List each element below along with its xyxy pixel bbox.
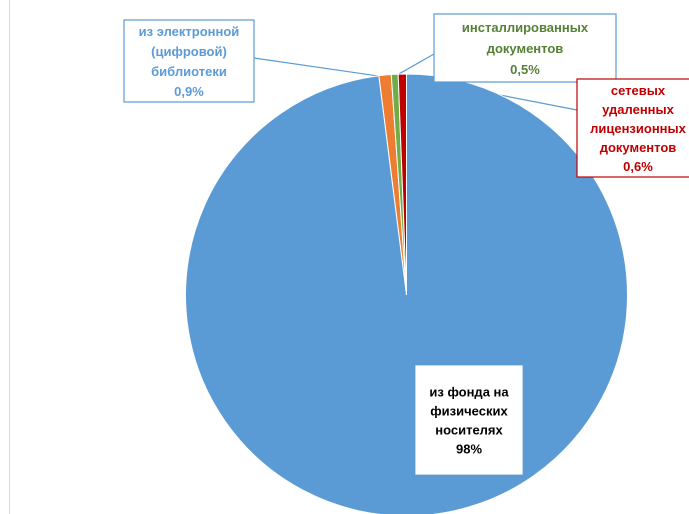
data-label-text: документов — [487, 41, 564, 56]
data-label-text: носителях — [435, 423, 503, 438]
data-label-text: из электронной — [139, 24, 240, 39]
data-label-value: 0,5% — [510, 62, 540, 77]
label-box — [415, 365, 523, 475]
label-box — [576, 78, 689, 178]
data-label-text: физических — [430, 404, 508, 419]
data-label-text: удаленных — [602, 102, 675, 117]
leader-line — [394, 53, 435, 77]
slice-physical-fund — [185, 73, 628, 514]
label-physical-fund: из фонда на физических носителях 98% — [415, 365, 523, 475]
data-label-text: инсталлированных — [462, 20, 589, 35]
data-label-text: документов — [600, 140, 677, 155]
label-network-documents: сетевых удаленных лицензионных документов 0,… — [576, 78, 689, 178]
data-label-value: 0,9% — [174, 84, 204, 99]
data-label-value: 0,6% — [623, 159, 653, 174]
data-label-value: 98% — [456, 442, 482, 457]
data-labels: из фонда на физических носителях 98% из элек… — [123, 13, 689, 475]
leader-line — [253, 57, 386, 78]
data-label-text: сетевых — [611, 83, 666, 98]
label-box — [433, 13, 617, 83]
pie-slices — [185, 73, 628, 514]
label-electronic-library: из электронной (цифровой) библиотеки 0,9% — [123, 19, 255, 103]
label-box — [123, 19, 255, 103]
data-label-text: (цифровой) — [151, 44, 227, 59]
data-label-text: библиотеки — [151, 64, 227, 79]
data-label-text: из фонда на — [429, 385, 509, 400]
data-label-text: лицензионных — [590, 121, 687, 136]
label-installed-documents: инсталлированных документов 0,5% — [433, 13, 617, 83]
